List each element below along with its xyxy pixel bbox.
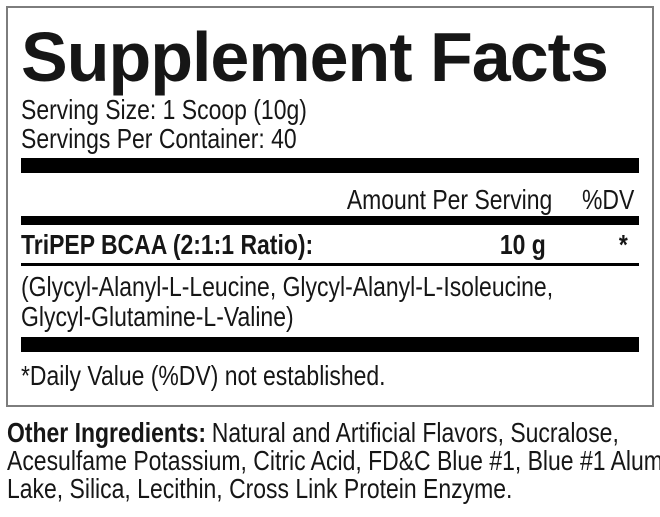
- column-header-row: Amount Per Serving %DV: [21, 173, 639, 216]
- nutrient-row: TriPEP BCAA (2:1:1 Ratio): 10 g *: [21, 225, 639, 263]
- serving-info: Serving Size: 1 Scoop (10g) Servings Per…: [21, 95, 639, 153]
- supplement-label: Supplement Facts Serving Size: 1 Scoop (…: [0, 6, 660, 517]
- other-ingredients: Other Ingredients: Natural and Artificial…: [7, 419, 660, 503]
- other-ingredients-label: Other Ingredients:: [7, 417, 207, 448]
- divider-bar-header: [21, 216, 639, 225]
- daily-value-footnote: *Daily Value (%DV) not established.: [21, 360, 386, 391]
- ingredient-detail-line: (Glycyl-Alanyl-L-Leucine, Glycyl-Alanyl-…: [21, 271, 554, 302]
- nutrient-amount: 10 g: [499, 229, 546, 260]
- panel-title: Supplement Facts: [21, 18, 609, 96]
- other-ingredients-line: Lake, Silica, Lecithin, Cross Link Prote…: [7, 473, 513, 504]
- divider-rule-thin: [21, 263, 639, 266]
- other-ingredients-line-text: Natural and Artificial Flavors, Sucralos…: [211, 417, 619, 448]
- dv-header: %DV: [582, 184, 635, 215]
- divider-bar-top: [21, 158, 639, 173]
- serving-size: Serving Size: 1 Scoop (10g): [21, 94, 307, 125]
- nutrient-name: TriPEP BCAA (2:1:1 Ratio):: [21, 229, 314, 260]
- other-ingredients-line: Other Ingredients: Natural and Artificial…: [7, 419, 660, 447]
- nutrient-dv: *: [618, 229, 628, 260]
- supplement-facts-panel: Supplement Facts Serving Size: 1 Scoop (…: [6, 6, 654, 407]
- ingredient-detail: (Glycyl-Alanyl-L-Leucine, Glycyl-Alanyl-…: [21, 266, 639, 332]
- divider-bar-bottom: [21, 337, 639, 352]
- other-ingredients-line: Acesulfame Potassium, Citric Acid, FD&C …: [7, 445, 660, 476]
- amount-per-serving-header: Amount Per Serving: [346, 184, 553, 215]
- ingredient-detail-line: Glycyl-Glutamine-L-Valine): [21, 301, 294, 332]
- servings-per-container: Servings Per Container: 40: [21, 123, 297, 154]
